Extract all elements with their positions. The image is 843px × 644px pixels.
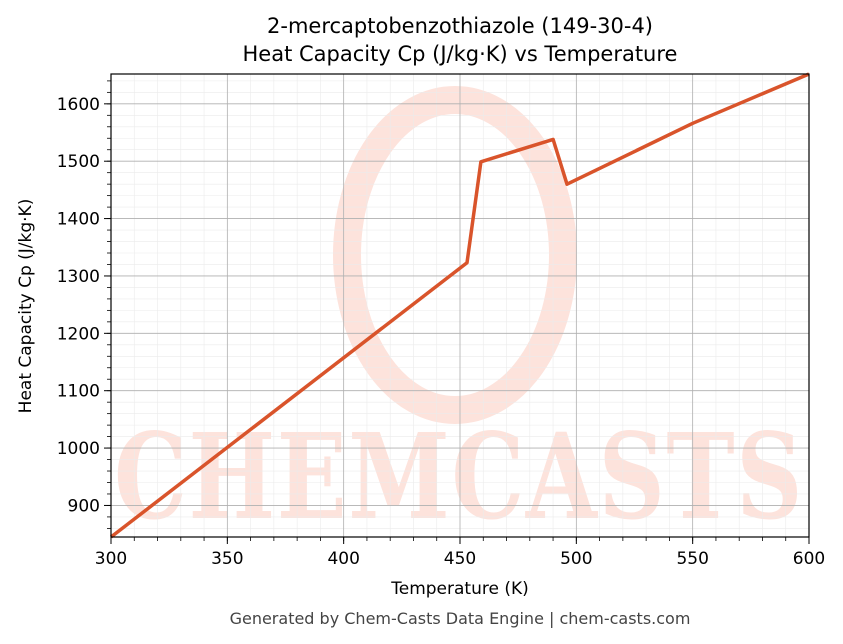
y-tick-label: 1100: [57, 382, 100, 402]
watermark-ring: [333, 86, 577, 424]
y-tick-label: 1000: [57, 439, 100, 459]
x-tick-label: 500: [560, 549, 592, 569]
y-axis-label: Heat Capacity Cp (J/kg·K): [16, 199, 36, 414]
y-tick-label: 1300: [57, 267, 100, 287]
x-tick-label: 350: [211, 549, 243, 569]
x-tick-label: 550: [676, 549, 708, 569]
x-tick-label: 400: [327, 549, 359, 569]
watermark-text: CHEMCASTS: [114, 407, 804, 546]
y-axis: 900 1000 1100 1200 1300 1400 1500 1600: [57, 80, 111, 529]
y-tick-label: 1200: [57, 324, 100, 344]
y-tick-label: 1500: [57, 152, 100, 172]
watermark: CHEMCASTS: [114, 86, 804, 546]
x-tick-label: 600: [793, 549, 825, 569]
chart-subtitle: Heat Capacity Cp (J/kg·K) vs Temperature: [243, 42, 678, 66]
series-line: [109, 72, 810, 539]
major-grid: [110, 74, 810, 537]
footer-credit: Generated by Chem-Casts Data Engine | ch…: [230, 609, 691, 628]
chart-title: 2-mercaptobenzothiazole (149-30-4): [267, 14, 653, 38]
x-tick-label: 450: [444, 549, 476, 569]
y-tick-label: 900: [68, 496, 100, 516]
x-axis-label: Temperature (K): [390, 579, 529, 599]
x-tick-label: 300: [95, 549, 127, 569]
x-axis: 300 350 400 450 500 550 600: [95, 537, 825, 569]
y-tick-label: 1600: [57, 95, 100, 115]
y-tick-label: 1400: [57, 210, 100, 230]
